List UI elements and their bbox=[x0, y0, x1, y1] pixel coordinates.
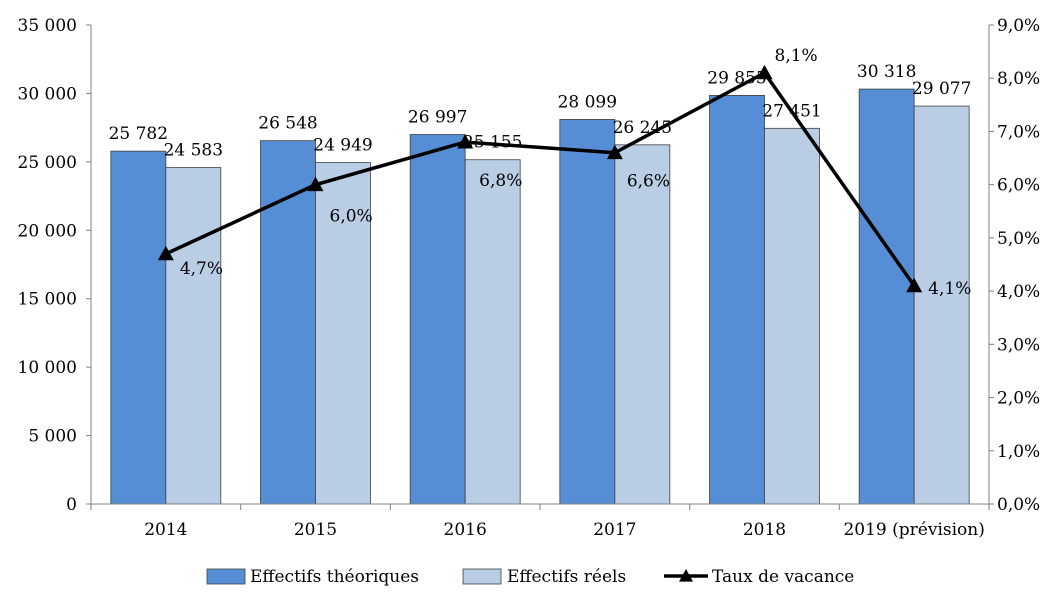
y-left-tick-label: 0 bbox=[66, 495, 77, 515]
bar-effectifs-theoriques bbox=[709, 95, 765, 505]
bar-effectifs-reels bbox=[315, 162, 371, 505]
label-effectifs-reels: 24 583 bbox=[164, 141, 223, 161]
y-right-tick-label: 6,0% bbox=[997, 176, 1040, 196]
label-taux-de-vacance: 6,8% bbox=[479, 171, 522, 191]
y-left-tick-label: 20 000 bbox=[18, 221, 77, 241]
label-effectifs-reels: 27 451 bbox=[762, 101, 821, 121]
label-taux-de-vacance: 6,0% bbox=[330, 207, 373, 227]
legend-label-vacance: Taux de vacance bbox=[712, 567, 854, 587]
y-right-tick-label: 4,0% bbox=[997, 282, 1040, 302]
label-taux-de-vacance: 4,7% bbox=[180, 259, 223, 279]
x-tick-label: 2015 bbox=[294, 520, 337, 540]
vacancy-line bbox=[157, 64, 923, 293]
label-effectifs-theoriques: 26 997 bbox=[408, 108, 467, 128]
vacancy-marker bbox=[157, 245, 174, 261]
bar-effectifs-reels bbox=[464, 159, 521, 505]
legend-label-theoriques: Effectifs théoriques bbox=[250, 567, 419, 587]
x-tick-label: 2019 (prévision) bbox=[843, 520, 984, 540]
label-taux-de-vacance: 6,6% bbox=[627, 172, 670, 192]
vacancy-line-path bbox=[165, 71, 916, 287]
y-right-tick-label: 0,0% bbox=[997, 495, 1040, 515]
label-effectifs-theoriques: 26 548 bbox=[258, 114, 317, 134]
axes: 0 5 000 10 000 15 000 20 000 25 000 30 000 35 0… bbox=[18, 16, 1041, 540]
y-left-tick-label: 25 000 bbox=[18, 153, 77, 173]
y-left-tick-label: 15 000 bbox=[18, 290, 77, 310]
legend-label-reels: Effectifs réels bbox=[507, 567, 626, 587]
legend-swatch-reels bbox=[462, 568, 502, 585]
data-labels: 25 782 26 548 26 997 28 099 29 855 30 318 24 5… bbox=[109, 46, 972, 299]
bar-effectifs-reels bbox=[165, 167, 222, 505]
bar-effectifs-theoriques bbox=[858, 88, 915, 505]
bar-effectifs-reels bbox=[913, 105, 970, 505]
x-tick-label: 2018 bbox=[743, 520, 786, 540]
label-effectifs-reels: 29 077 bbox=[912, 79, 971, 99]
legend-marker-vacance bbox=[679, 569, 693, 582]
label-effectifs-reels: 24 949 bbox=[313, 136, 372, 156]
y-left-tick-label: 35 000 bbox=[18, 16, 77, 36]
y-right-tick-label: 7,0% bbox=[997, 122, 1040, 142]
y-right-tick-label: 9,0% bbox=[997, 16, 1040, 36]
x-tick-label: 2016 bbox=[444, 520, 487, 540]
vacancy-marker bbox=[906, 277, 923, 293]
y-right-tick-label: 1,0% bbox=[997, 442, 1040, 462]
y-left-tick-label: 5 000 bbox=[28, 427, 77, 447]
bar-effectifs-theoriques bbox=[260, 140, 316, 505]
bar-effectifs-theoriques bbox=[409, 134, 466, 505]
vacancy-marker bbox=[307, 176, 324, 192]
bar-effectifs-reels bbox=[764, 127, 820, 505]
x-tick-label: 2017 bbox=[593, 520, 636, 540]
label-effectifs-reels: 26 245 bbox=[613, 118, 672, 138]
legend: Effectifs théoriques Effectifs réels Taux … bbox=[206, 567, 854, 587]
bars bbox=[110, 88, 970, 505]
bar-effectifs-theoriques bbox=[559, 119, 616, 505]
label-effectifs-theoriques: 29 855 bbox=[707, 68, 766, 88]
label-effectifs-theoriques: 30 318 bbox=[857, 62, 916, 82]
bar-effectifs-reels bbox=[614, 144, 671, 505]
x-tick-label: 2014 bbox=[144, 520, 187, 540]
y-left-tick-label: 30 000 bbox=[18, 84, 77, 104]
legend-swatch-theoriques bbox=[206, 568, 246, 585]
label-effectifs-theoriques: 25 782 bbox=[109, 124, 168, 144]
y-right-tick-label: 5,0% bbox=[997, 229, 1040, 249]
label-taux-de-vacance: 8,1% bbox=[775, 46, 818, 66]
label-taux-de-vacance: 4,1% bbox=[928, 279, 971, 299]
y-right-tick-label: 8,0% bbox=[997, 69, 1040, 89]
y-right-tick-label: 2,0% bbox=[997, 389, 1040, 409]
label-effectifs-reels: 25 155 bbox=[463, 133, 522, 153]
vacancy-marker bbox=[756, 64, 773, 80]
label-effectifs-theoriques: 28 099 bbox=[558, 92, 617, 112]
vacancy-marker bbox=[457, 134, 474, 149]
vacancy-marker bbox=[606, 144, 623, 160]
y-left-tick-label: 10 000 bbox=[18, 358, 77, 378]
bar-effectifs-theoriques bbox=[110, 150, 167, 505]
y-right-tick-label: 3,0% bbox=[997, 335, 1040, 355]
